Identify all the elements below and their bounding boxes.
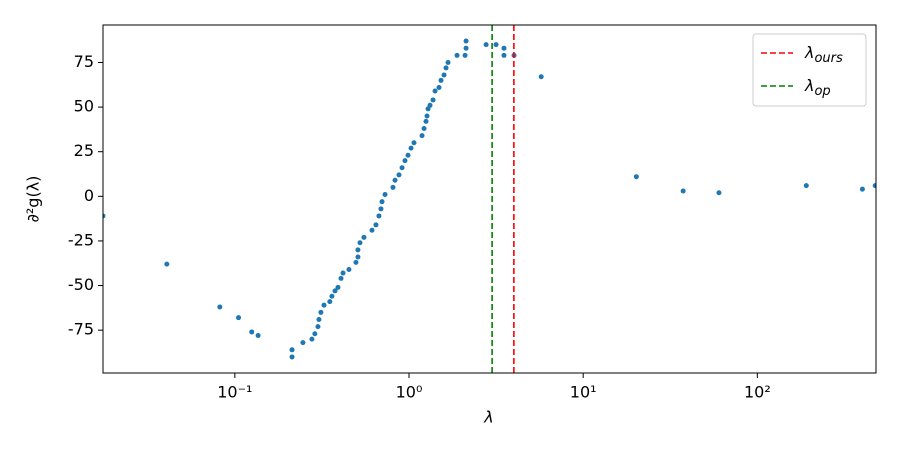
point [321,302,327,308]
point [346,266,352,272]
y-tick-label: 0 [84,186,94,205]
point [396,172,402,178]
x-tick-label: 10⁰ [396,383,423,402]
point [332,288,338,294]
point [312,331,318,337]
point [432,88,438,94]
point [379,199,385,205]
point [538,74,544,80]
point [289,347,295,353]
legend-symbol: λ [804,76,814,95]
legend-subscript: op [814,84,830,99]
point [338,275,344,281]
point [405,152,411,158]
plot-frame [102,24,877,374]
point [493,42,499,48]
point [421,126,427,132]
point [327,299,333,305]
point [103,213,106,219]
point [309,336,315,342]
legend-label: λop [804,76,831,99]
y-tick-label: -50 [68,275,94,294]
point [392,177,398,183]
point [463,45,469,51]
point [353,259,359,265]
point [436,84,442,90]
point [463,38,469,44]
point [382,192,388,198]
point [454,52,460,58]
plot-area [103,38,876,360]
point [430,97,436,103]
legend-label: λours [804,43,843,66]
point [680,188,686,194]
point [355,254,361,260]
point [355,247,361,253]
x-tick-label: 10¹ [570,383,597,402]
point [411,140,417,146]
point [249,329,255,335]
point [427,102,433,108]
point [361,234,367,240]
point [399,165,405,171]
point [376,213,382,219]
y-tick-label: -25 [68,230,94,249]
point [316,316,322,322]
point [424,113,430,119]
point [217,304,223,310]
point [390,184,396,190]
point [318,309,324,315]
point [378,206,384,212]
point [289,354,295,360]
point [402,158,408,164]
point [329,293,335,299]
y-tick-label: 25 [74,141,94,160]
point [340,270,346,276]
point [438,77,444,83]
point [315,324,321,330]
point [501,45,507,51]
point [859,186,865,192]
point [423,118,429,124]
point [716,190,722,196]
y-tick-label: 50 [74,97,94,116]
x-axis-label: λ [483,408,493,427]
point [236,315,242,321]
point [443,65,449,71]
point [419,133,425,139]
y-tick-label: 75 [74,52,94,71]
point [164,261,170,267]
point [335,284,341,290]
point [357,240,363,246]
point [373,222,379,228]
y-axis-label: ∂²g(λ) [24,176,43,223]
legend-box [752,33,867,107]
point [255,333,261,339]
point [872,183,876,189]
legend-subscript: ours [814,51,843,66]
point [445,59,451,65]
point [501,52,507,58]
legend-symbol: λ [804,43,814,62]
y-tick-label: -75 [68,320,94,339]
x-tick-label: 10² [744,383,771,402]
x-tick-label: 10⁻¹ [217,383,252,402]
point [462,52,468,58]
point [369,227,375,233]
point [483,42,489,48]
point [441,72,447,78]
point [408,145,414,151]
point [300,340,306,346]
point [803,183,809,189]
point [633,174,639,180]
